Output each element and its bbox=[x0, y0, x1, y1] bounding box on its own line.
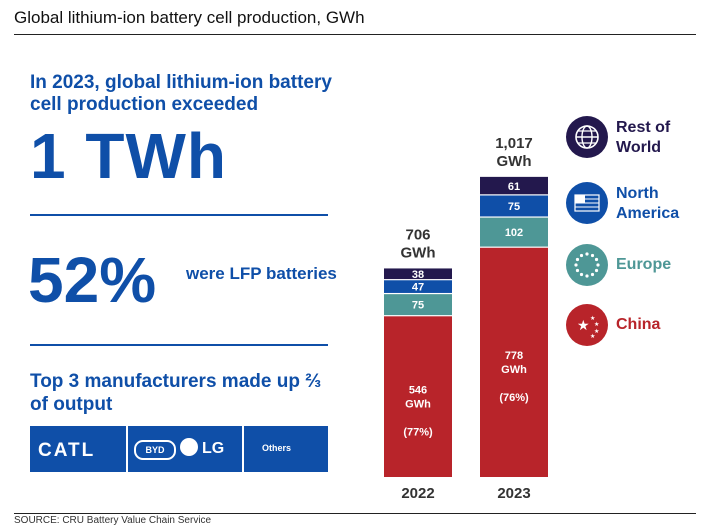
others-label: Others bbox=[262, 443, 292, 453]
eu-stars-icon bbox=[566, 244, 608, 286]
bar-segment-europe-2022 bbox=[384, 293, 452, 316]
svg-text:★: ★ bbox=[594, 328, 599, 335]
segment-separator bbox=[480, 194, 548, 196]
lfp-text: were LFP batteries bbox=[186, 264, 337, 283]
bar-segment-europe-2023 bbox=[480, 217, 548, 248]
data-label-north-america-2022: 47 bbox=[412, 282, 424, 294]
legend-label: China bbox=[616, 316, 661, 333]
total-label-2023-line: 1,017 bbox=[495, 135, 533, 152]
data-label-china-2023-line: GWh bbox=[501, 364, 527, 376]
svg-text:★: ★ bbox=[590, 315, 595, 322]
china-flag-icon: ★ ★ ★ ★ ★ bbox=[566, 304, 608, 346]
segment-separator bbox=[384, 279, 452, 281]
top-rule bbox=[14, 34, 696, 35]
x-tick-label-2023: 2023 bbox=[497, 485, 530, 502]
data-label-china-2023-line: (76%) bbox=[499, 392, 529, 404]
data-label-china-2022: 546 GWh (77%) bbox=[403, 384, 433, 438]
top3-text: Top 3 manufacturers made up ⅔ of output bbox=[30, 371, 322, 415]
headline-text: In 2023, global lithium-ion battery cell… bbox=[30, 72, 332, 115]
total-label-2022-line: 706 bbox=[405, 226, 430, 243]
catl-logo: CATL bbox=[38, 440, 96, 461]
bar-segment-china-2022 bbox=[384, 315, 452, 477]
segment-separator bbox=[480, 246, 548, 248]
manufacturer-separator bbox=[242, 426, 244, 472]
lg-logo: LG bbox=[202, 440, 225, 457]
legend-label: Rest of World bbox=[616, 119, 671, 156]
byd-logo: BYD bbox=[134, 440, 176, 460]
x-tick-label-2022: 2022 bbox=[401, 485, 434, 502]
chart-title: Global lithium-ion battery cell producti… bbox=[14, 8, 365, 27]
segment-separator bbox=[480, 216, 548, 218]
data-label-rest-of-world-2022: 38 bbox=[412, 269, 424, 281]
manufacturer-share-bar: CATL BYD LG Others bbox=[30, 426, 328, 472]
divider-2 bbox=[30, 344, 328, 346]
lfp-percentage: 52% bbox=[28, 244, 157, 316]
bottom-rule bbox=[14, 513, 696, 514]
divider-1 bbox=[30, 214, 328, 216]
manufacturer-separator bbox=[126, 426, 128, 472]
lg-logo-icon bbox=[180, 438, 198, 456]
svg-text:★: ★ bbox=[577, 318, 590, 334]
svg-text:★: ★ bbox=[594, 321, 599, 328]
legend-label: Europe bbox=[616, 256, 672, 273]
source-note: SOURCE: CRU Battery Value Chain Service bbox=[14, 515, 212, 526]
data-label-europe-2022: 75 bbox=[412, 300, 424, 312]
bar-segment-north-america-2022 bbox=[384, 279, 452, 294]
data-label-north-america-2023: 75 bbox=[508, 201, 520, 213]
svg-text:★: ★ bbox=[590, 333, 595, 340]
data-label-china-2022-line: GWh bbox=[405, 398, 431, 410]
big-value: 1 TWh bbox=[30, 120, 227, 192]
total-label-2023-line: GWh bbox=[497, 153, 532, 170]
us-flag-icon bbox=[566, 182, 608, 224]
bar-segment-china-2023 bbox=[480, 247, 548, 477]
data-label-china-2023: 778 GWh (76%) bbox=[499, 350, 529, 404]
globe-icon bbox=[566, 116, 608, 158]
data-label-china-2023-line: 778 bbox=[505, 350, 523, 362]
bar-segment-north-america-2023 bbox=[480, 194, 548, 218]
bar-segment-rest-of-world-2023 bbox=[480, 176, 548, 195]
data-label-china-2022-line: 546 bbox=[409, 384, 427, 396]
legend-label: North America bbox=[616, 185, 680, 222]
segment-separator bbox=[384, 292, 452, 295]
bar-segment-rest-of-world-2022 bbox=[384, 268, 452, 280]
total-label-2022-line: GWh bbox=[401, 244, 436, 261]
segment-separator bbox=[384, 315, 452, 317]
data-label-europe-2023: 102 bbox=[505, 227, 523, 239]
data-label-china-2022-line: (77%) bbox=[403, 426, 433, 438]
data-label-rest-of-world-2023: 61 bbox=[508, 181, 520, 193]
